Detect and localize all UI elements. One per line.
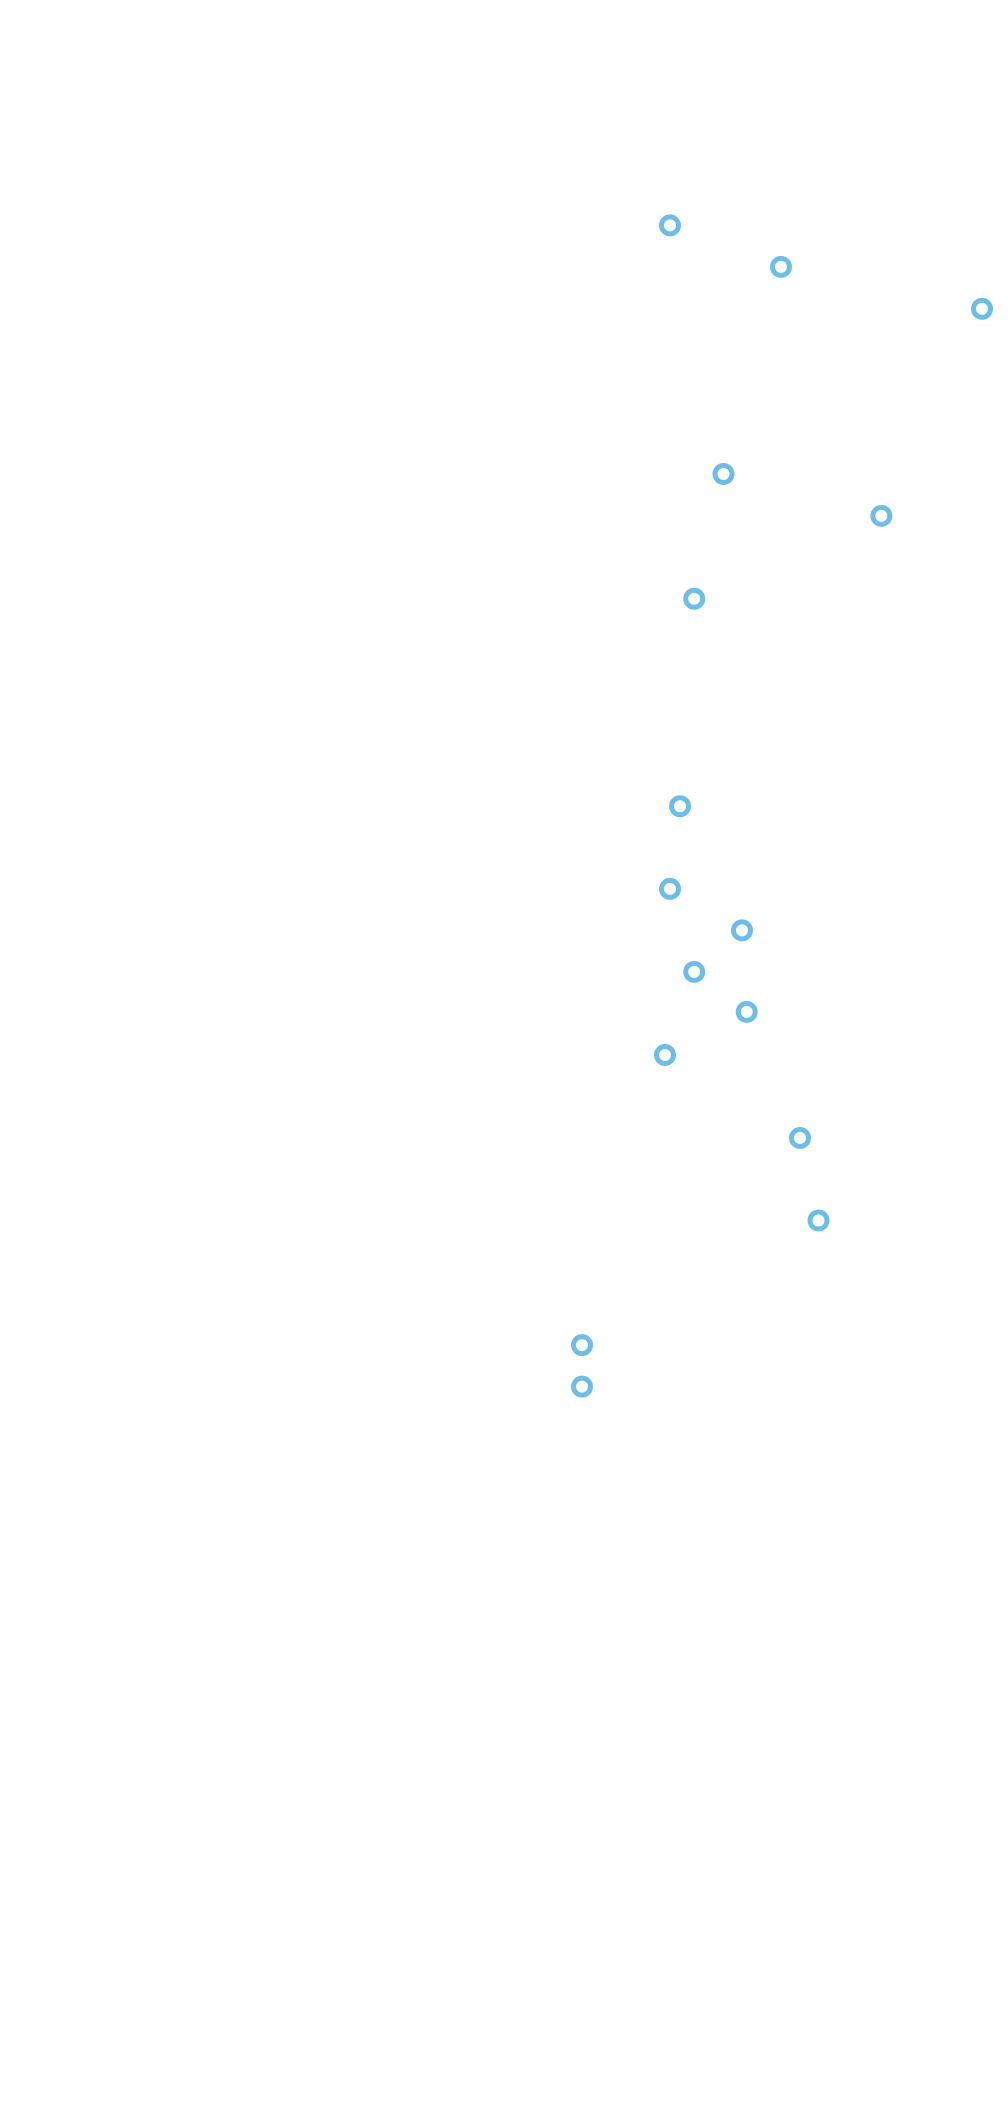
scatter-point-14: [807, 1209, 830, 1232]
scatter-point-9: [731, 919, 753, 942]
scatter-point-7: [669, 795, 691, 818]
scatter-point-13: [789, 1127, 811, 1149]
scatter-point-4: [712, 463, 735, 485]
scatter-point-2: [770, 255, 792, 278]
scatter-point-10: [683, 960, 706, 983]
scatter-point-1: [659, 214, 681, 237]
scatter-point-5: [870, 504, 893, 527]
scatter-point-8: [659, 877, 681, 900]
scatter-point-3: [971, 297, 993, 320]
scatter-point-6: [683, 587, 706, 610]
scatter-point-16: [571, 1375, 593, 1398]
scatter-point-15: [571, 1334, 593, 1357]
scatter-point-11: [735, 1000, 758, 1023]
scatter-point-12: [654, 1044, 676, 1066]
